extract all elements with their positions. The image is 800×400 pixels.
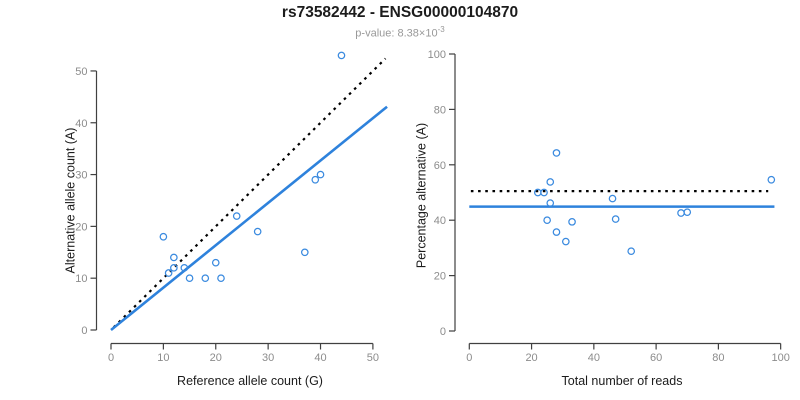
left-y-tick-label: 40: [75, 118, 87, 130]
right-data-point: [608, 194, 617, 203]
right-y-tick-label: 20: [434, 271, 446, 283]
left-data-point: [180, 264, 189, 272]
right-x-tick-label: 20: [525, 352, 537, 364]
right-data-point: [561, 237, 570, 246]
right-data-point: [627, 247, 636, 256]
left-data-point: [170, 264, 178, 272]
left-x-tick-label: 10: [157, 352, 169, 364]
right-y-tick-label: 80: [434, 104, 446, 116]
left-y-tick-label: 30: [75, 170, 87, 182]
right-y-tick-label: 0: [440, 326, 446, 338]
right-x-tick-label: 40: [588, 352, 600, 364]
right-y-tick-label: 60: [434, 160, 446, 172]
right-data-point: [540, 188, 548, 197]
left-y-tick-label: 10: [75, 273, 87, 285]
right-data-point: [552, 149, 561, 157]
left-data-point: [232, 212, 241, 220]
left-data-point: [159, 232, 168, 241]
regression-line: [110, 105, 388, 332]
left-data-point: [211, 258, 220, 267]
left-y-tick-label: 20: [75, 221, 87, 233]
right-data-point: [677, 209, 685, 217]
right-data-point: [611, 215, 620, 223]
right-xaxis-label: Total number of reads: [561, 374, 683, 388]
left-xaxis-label: Reference allele count (G): [177, 374, 323, 388]
right-data-point: [543, 216, 551, 225]
pvalue-text: p-value: 8.38×10: [355, 27, 438, 40]
right-data-point: [546, 199, 555, 207]
identity-line: [112, 57, 387, 329]
left-data-point: [253, 227, 262, 236]
right-x-tick-label: 80: [712, 352, 724, 364]
left-y-tick-label: 50: [75, 66, 87, 78]
figure-subtitle: p-value: 8.38×10-3: [0, 25, 800, 40]
right-x-tick-label: 0: [466, 352, 472, 364]
right-data-point: [552, 228, 561, 236]
right-yaxis-label: Percentage alternative (A): [414, 122, 429, 269]
left-data-point: [300, 248, 309, 257]
right-data-point: [683, 208, 692, 216]
right-x-tick-label: 100: [771, 352, 789, 364]
right-data-point: [568, 218, 576, 226]
left-data-point: [201, 274, 210, 283]
right-data-point: [546, 178, 555, 186]
left-data-point: [337, 51, 346, 60]
left-data-point: [311, 175, 320, 184]
left-x-tick-label: 30: [262, 352, 274, 364]
pvalue-exponent: -3: [437, 25, 445, 34]
left-yaxis-label: Alternative allele count (A): [63, 127, 78, 274]
left-x-tick-label: 20: [210, 352, 222, 364]
left-x-tick-label: 50: [367, 352, 379, 364]
right-y-tick-label: 100: [428, 49, 446, 61]
left-data-point: [217, 274, 225, 283]
left-data-point: [164, 269, 173, 277]
left-data-point: [316, 170, 325, 179]
left-x-tick-label: 40: [314, 352, 326, 364]
left-x-tick-label: 0: [108, 352, 114, 364]
right-y-tick-label: 40: [434, 215, 446, 227]
right-x-tick-label: 60: [650, 352, 662, 364]
left-data-point: [170, 253, 178, 262]
left-y-tick-label: 0: [81, 325, 87, 337]
left-data-point: [185, 274, 194, 283]
figure-title: rs73582442 - ENSG00000104870: [281, 4, 519, 21]
right-data-point: [767, 175, 776, 184]
